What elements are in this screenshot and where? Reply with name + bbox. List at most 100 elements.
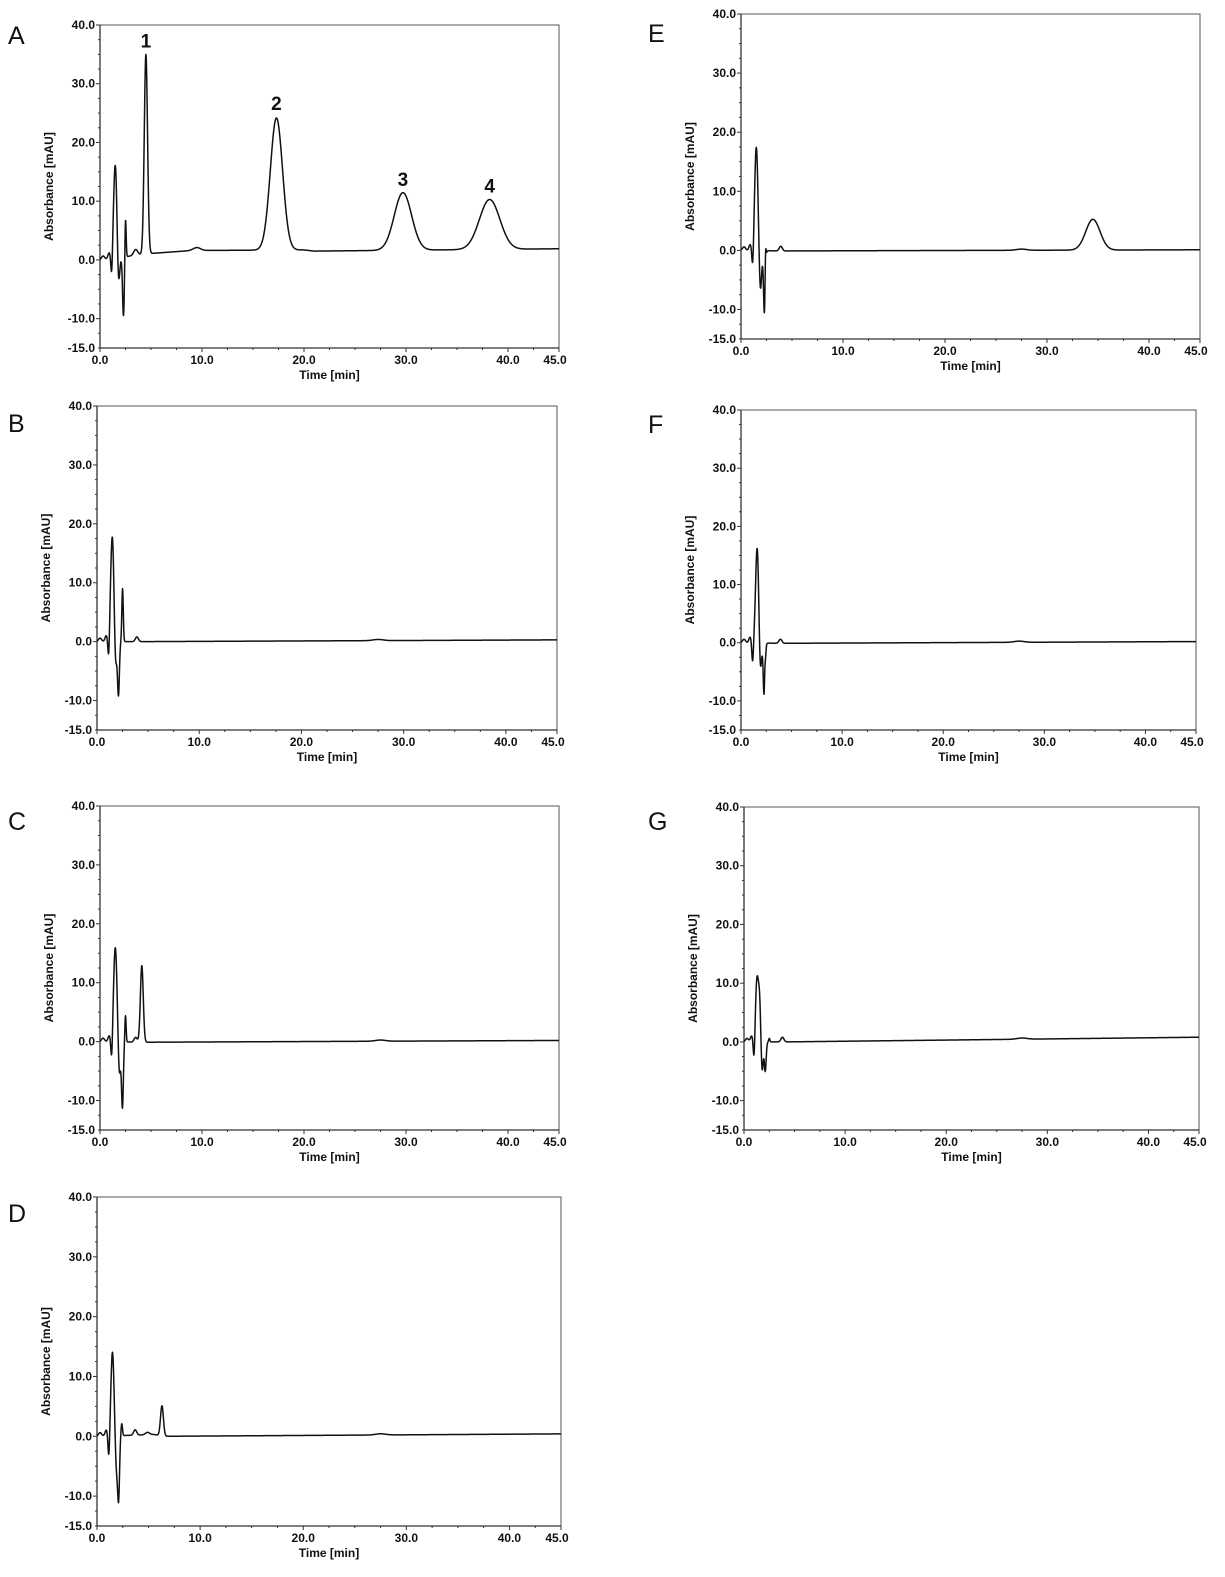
x-axis-title: Time [min] [297,750,357,764]
x-tick-label: 40.0 [1134,735,1158,749]
peak-label: 1 [141,31,152,52]
chart-panel-a: -15.0 -10.0 0.0 10.0 20.0 30.0 40.0 0.0 10.0 20.0… [8,18,567,382]
x-tick-label: 20.0 [292,1531,316,1545]
x-tick-label: 20.0 [933,344,957,358]
plot-frame [740,13,1201,340]
x-tick-label: 40.0 [496,353,520,367]
y-tick-label: -10.0 [65,694,93,708]
plot-frame [96,405,558,731]
x-tick-label: 45.0 [543,1135,567,1149]
y-tick-label: 0.0 [719,243,736,257]
x-tick-label: 10.0 [188,735,212,749]
x-axis-title: Time [min] [941,1150,1001,1164]
panel-letter: E [648,20,665,48]
x-tick-label: 10.0 [190,353,214,367]
y-tick-label: -15.0 [712,1123,740,1137]
chart-panel-c: -15.0 -10.0 0.0 10.0 20.0 30.0 40.0 0.0 10.0 20.0… [8,799,567,1164]
x-tick-label: 20.0 [292,353,316,367]
x-tick-label: 30.0 [1036,1135,1060,1149]
panel-letter: F [648,411,663,439]
y-tick-label: -15.0 [65,1519,93,1533]
y-tick-label: 20.0 [713,519,737,533]
panel-letter: B [8,410,25,438]
x-tick-label: 30.0 [1035,344,1059,358]
y-tick-label: 10.0 [713,578,737,592]
x-tick-label: 10.0 [833,1135,857,1149]
y-axis-title: Absorbance [mAU] [683,516,697,625]
y-tick-label: 40.0 [716,800,740,814]
x-tick-label: 40.0 [1137,344,1161,358]
y-tick-label: -15.0 [709,332,737,346]
y-tick-label: 30.0 [716,859,740,873]
y-axis-title: Absorbance [mAU] [686,914,700,1023]
y-tick-label: -10.0 [709,302,737,316]
y-axis-title: Absorbance [mAU] [39,514,53,623]
chromatogram-trace [96,1351,562,1504]
y-tick-label: 20.0 [69,1310,93,1324]
x-tick-label: 20.0 [290,735,314,749]
chromatogram-trace [99,53,560,317]
y-tick-label: 40.0 [69,1190,93,1204]
y-tick-label: 40.0 [72,18,96,32]
y-tick-label: 40.0 [713,403,737,417]
y-tick-label: 0.0 [75,635,92,649]
x-tick-label: 40.0 [498,1531,522,1545]
y-tick-label: -10.0 [709,694,737,708]
chart-panel-d: -15.0 -10.0 0.0 10.0 20.0 30.0 40.0 0.0 10.0 20.0… [8,1190,569,1560]
y-tick-label: 30.0 [72,77,96,91]
y-tick-label: 30.0 [69,458,93,472]
y-tick-label: -10.0 [68,1094,96,1108]
x-tick-label: 0.0 [92,1135,109,1149]
chromatogram-trace [740,146,1201,314]
chart-panel-g: -15.0 -10.0 0.0 10.0 20.0 30.0 40.0 0.0 10.0 20.0… [648,800,1207,1164]
x-tick-label: 40.0 [1137,1135,1161,1149]
y-tick-label: 10.0 [72,194,96,208]
y-axis-title: Absorbance [mAU] [42,132,56,241]
x-tick-label: 45.0 [543,353,567,367]
x-tick-label: 45.0 [541,735,565,749]
panel-letter: D [8,1200,26,1228]
x-tick-label: 40.0 [496,1135,520,1149]
panel-letter: G [648,808,667,836]
y-tick-label: 20.0 [69,517,93,531]
y-axis-title: Absorbance [mAU] [39,1307,53,1416]
x-tick-label: 0.0 [736,1135,753,1149]
y-tick-label: 30.0 [713,66,737,80]
panel-letter: C [8,808,26,836]
peak-label: 2 [271,94,282,115]
x-tick-label: 30.0 [392,735,416,749]
plot-frame [99,805,560,1131]
y-tick-label: 10.0 [69,1369,93,1383]
x-tick-label: 10.0 [188,1531,212,1545]
y-tick-label: 30.0 [69,1250,93,1264]
y-tick-label: -15.0 [68,341,96,355]
x-tick-label: 0.0 [92,353,109,367]
peak-label: 4 [484,176,495,197]
x-tick-label: 30.0 [395,1531,419,1545]
x-tick-label: 30.0 [1033,735,1057,749]
x-tick-label: 30.0 [394,1135,418,1149]
y-tick-label: 10.0 [72,976,96,990]
x-tick-label: 40.0 [494,735,518,749]
peak-label: 3 [398,170,409,191]
x-tick-label: 45.0 [1180,735,1204,749]
x-axis-title: Time [min] [938,750,998,764]
x-tick-label: 20.0 [292,1135,316,1149]
y-tick-label: 30.0 [713,461,737,475]
y-tick-label: 0.0 [719,636,736,650]
x-tick-label: 45.0 [1183,1135,1207,1149]
y-tick-label: 10.0 [716,976,740,990]
chart-panel-e: -15.0 -10.0 0.0 10.0 20.0 30.0 40.0 0.0 10.0 20.0… [648,7,1208,373]
plot-frame [96,1196,562,1527]
plot-frame [740,409,1197,731]
x-axis-title: Time [min] [299,1150,359,1164]
y-tick-label: 20.0 [72,135,96,149]
y-tick-label: 10.0 [69,576,93,590]
x-tick-label: 10.0 [190,1135,214,1149]
y-tick-label: 0.0 [78,1035,95,1049]
x-axis-title: Time [min] [940,359,1000,373]
plot-frame [743,806,1200,1131]
y-tick-label: -10.0 [65,1489,93,1503]
y-tick-label: 40.0 [69,399,93,413]
